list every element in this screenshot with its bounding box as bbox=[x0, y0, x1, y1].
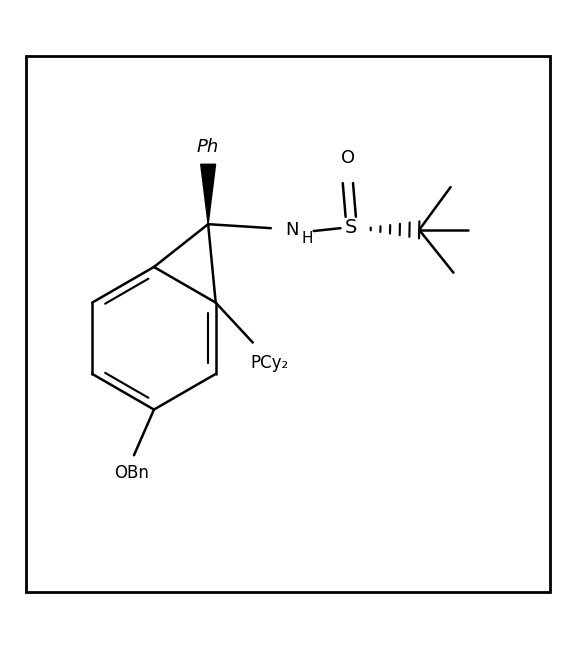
Text: OBn: OBn bbox=[113, 464, 149, 481]
Text: N: N bbox=[285, 221, 298, 239]
Text: Ph: Ph bbox=[197, 138, 219, 156]
Text: H: H bbox=[301, 231, 313, 246]
Text: PCy₂: PCy₂ bbox=[250, 354, 288, 372]
Text: O: O bbox=[341, 149, 355, 167]
Text: S: S bbox=[344, 218, 357, 237]
Polygon shape bbox=[200, 165, 215, 224]
